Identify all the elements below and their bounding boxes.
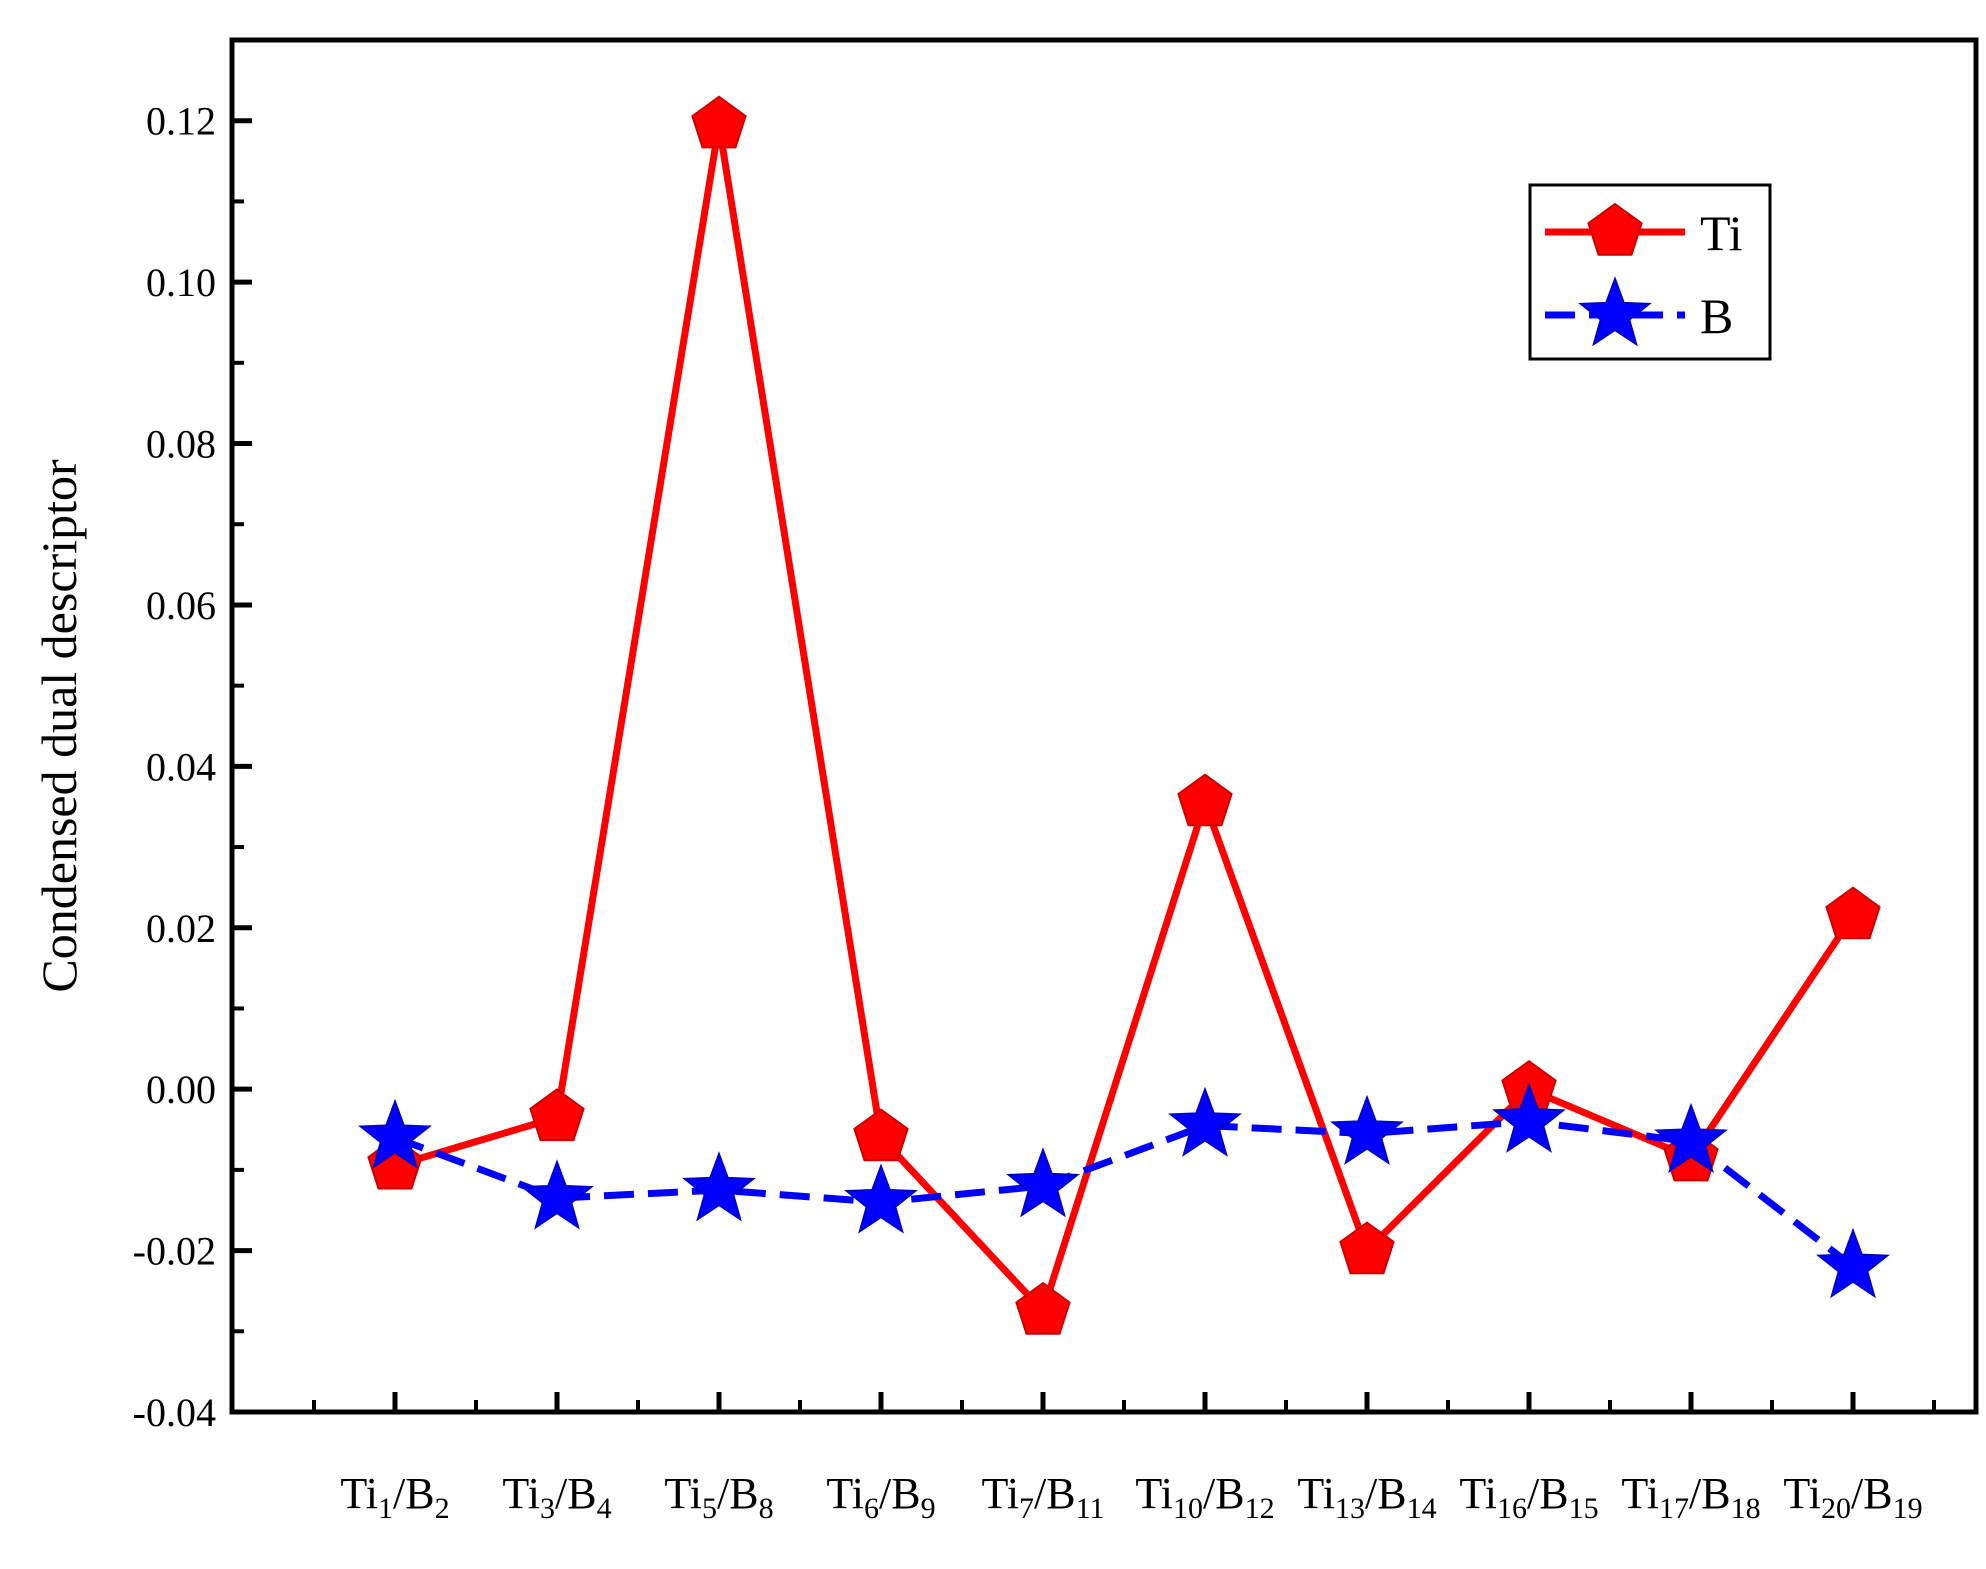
data-point-ti bbox=[1177, 773, 1233, 827]
data-point-b bbox=[1168, 1086, 1242, 1157]
y-tick-label: 0.00 bbox=[146, 1067, 216, 1112]
series-layer bbox=[358, 95, 1890, 1335]
data-point-b bbox=[1816, 1227, 1890, 1299]
legend: Ti B bbox=[1528, 183, 1772, 361]
data-point-b bbox=[1654, 1102, 1728, 1174]
x-tick-label: Ti3/B4 bbox=[502, 1469, 611, 1525]
y-tick-label: 0.12 bbox=[146, 99, 216, 144]
y-tick-label: 0.02 bbox=[146, 906, 216, 951]
y-tick-label: -0.02 bbox=[133, 1229, 216, 1274]
axis-layer: -0.04 -0.02 0.00 0.02 0.04 0.06 0.08 0.10 0.12 Ti… bbox=[133, 99, 1936, 1525]
legend-label-ti: Ti bbox=[1700, 205, 1743, 261]
data-point-b bbox=[1006, 1147, 1080, 1218]
data-point-ti bbox=[691, 95, 747, 149]
data-point-b bbox=[844, 1163, 918, 1234]
legend-box bbox=[1528, 183, 1772, 361]
data-point-b bbox=[520, 1159, 594, 1230]
data-point-ti bbox=[853, 1108, 909, 1162]
data-point-ti bbox=[1339, 1221, 1395, 1275]
x-tick-label: Ti16/B15 bbox=[1459, 1469, 1598, 1525]
data-point-b bbox=[358, 1098, 432, 1170]
x-tick-label: Ti10/B12 bbox=[1135, 1469, 1274, 1525]
legend-marker-ti bbox=[1587, 202, 1643, 256]
data-point-b bbox=[1330, 1094, 1404, 1166]
legend-label-b: B bbox=[1700, 288, 1733, 344]
data-point-b bbox=[1492, 1082, 1566, 1153]
data-point-b bbox=[682, 1151, 756, 1222]
series-line-ti bbox=[393, 121, 1856, 1315]
x-tick-label: Ti17/B18 bbox=[1621, 1469, 1760, 1525]
data-point-ti bbox=[1825, 886, 1881, 940]
data-point-ti bbox=[529, 1088, 585, 1142]
x-tick-label: Ti20/B19 bbox=[1783, 1469, 1922, 1525]
y-tick-label: -0.04 bbox=[133, 1390, 216, 1435]
y-tick-label: 0.10 bbox=[146, 260, 216, 305]
y-tick-label: 0.04 bbox=[146, 744, 216, 789]
series-line-b bbox=[393, 1118, 1856, 1270]
legend-marker-b bbox=[1578, 276, 1652, 347]
x-tick-label: Ti13/B14 bbox=[1297, 1469, 1436, 1525]
y-tick-label: 0.06 bbox=[146, 583, 216, 628]
x-tick-label: Ti6/B9 bbox=[826, 1469, 935, 1525]
y-axis-title: Condensed dual descriptor bbox=[31, 459, 87, 993]
x-tick-label: Ti7/B11 bbox=[981, 1469, 1104, 1525]
data-point-ti bbox=[1015, 1281, 1071, 1335]
x-tick-label: Ti5/B8 bbox=[664, 1469, 773, 1525]
plot-frame bbox=[229, 37, 1979, 1415]
y-tick-label: 0.08 bbox=[146, 422, 216, 467]
x-tick-label: Ti1/B2 bbox=[340, 1469, 449, 1525]
